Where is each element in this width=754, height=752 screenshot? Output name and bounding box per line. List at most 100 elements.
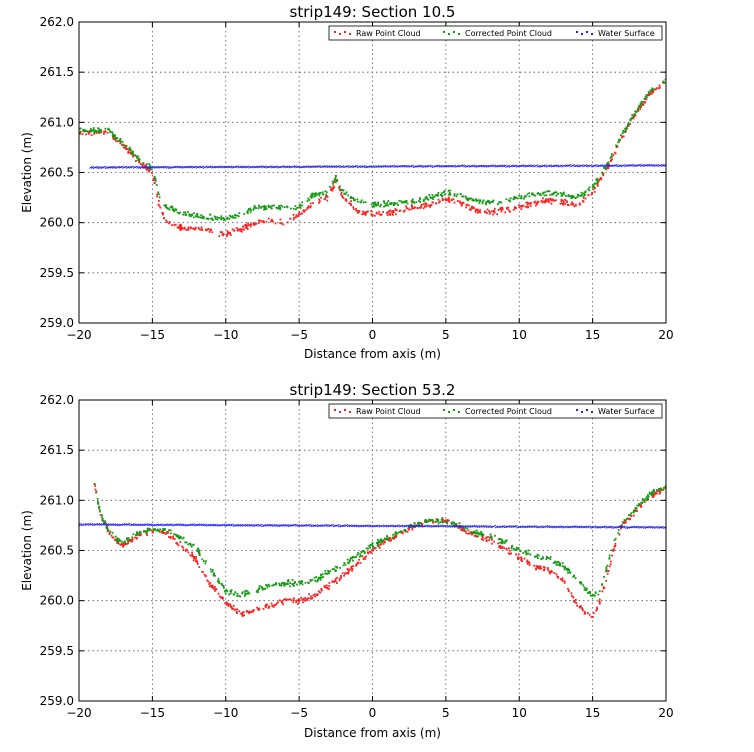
raw-point xyxy=(462,201,465,204)
water-surface-point xyxy=(225,523,229,527)
raw-point xyxy=(240,228,243,231)
raw-point xyxy=(620,527,622,530)
raw-point xyxy=(388,539,390,542)
water-surface-point xyxy=(482,525,486,528)
water-surface-point xyxy=(445,164,450,168)
raw-point xyxy=(613,151,616,154)
corrected-point xyxy=(325,193,328,196)
corrected-point xyxy=(108,128,111,131)
water-surface-point xyxy=(287,524,292,528)
water-surface-point xyxy=(263,165,268,169)
raw-point xyxy=(187,551,190,554)
raw-point xyxy=(138,161,141,164)
corrected-point xyxy=(477,532,480,535)
corrected-point xyxy=(504,540,507,543)
raw-point xyxy=(429,205,432,208)
corrected-point xyxy=(437,522,440,525)
corrected-point xyxy=(99,129,101,132)
corrected-point xyxy=(301,201,304,204)
water-surface-point xyxy=(172,165,177,169)
raw-point xyxy=(245,225,248,228)
raw-point xyxy=(517,556,520,559)
water-surface-point xyxy=(111,166,116,169)
raw-point xyxy=(121,144,124,146)
raw-point xyxy=(565,199,568,202)
corrected-point xyxy=(175,209,178,211)
water-surface-point xyxy=(444,524,449,528)
raw-point xyxy=(242,225,244,228)
corrected-point xyxy=(477,199,479,202)
raw-point xyxy=(271,220,274,223)
water-surface-point xyxy=(272,165,277,169)
corrected-point xyxy=(636,108,639,110)
corrected-point xyxy=(336,566,338,569)
water-surface-point xyxy=(550,525,554,529)
series-raw-point-cloud xyxy=(79,81,664,238)
corrected-point xyxy=(664,78,666,81)
water-surface-point xyxy=(405,524,410,528)
water-surface-point xyxy=(108,166,112,169)
raw-point xyxy=(243,228,245,231)
water-surface-point xyxy=(273,524,278,527)
water-surface-point xyxy=(361,165,366,168)
raw-point xyxy=(314,595,317,598)
corrected-point xyxy=(198,552,201,555)
water-surface-point xyxy=(270,165,275,169)
corrected-point xyxy=(266,586,269,589)
corrected-point xyxy=(356,200,359,203)
raw-point xyxy=(460,529,463,531)
corrected-point xyxy=(238,212,241,214)
corrected-point xyxy=(207,217,210,220)
raw-point xyxy=(231,228,234,231)
raw-point xyxy=(507,206,510,209)
raw-point xyxy=(548,201,551,204)
raw-point xyxy=(174,223,177,226)
raw-point xyxy=(347,570,350,573)
water-surface-point xyxy=(125,523,129,526)
raw-point xyxy=(380,214,382,216)
water-surface-point xyxy=(550,164,555,168)
corrected-point xyxy=(392,536,394,539)
raw-point xyxy=(391,212,394,215)
raw-point xyxy=(451,198,454,201)
corrected-point xyxy=(459,526,462,529)
water-surface-point xyxy=(426,524,431,528)
x-tick-label: −15 xyxy=(140,706,165,720)
raw-point xyxy=(560,200,563,202)
raw-point xyxy=(536,200,539,203)
raw-point xyxy=(261,221,264,223)
raw-point xyxy=(244,226,247,229)
water-surface-point xyxy=(162,165,166,169)
corrected-point xyxy=(436,520,439,523)
water-surface-point xyxy=(389,165,394,168)
corrected-point xyxy=(112,135,115,138)
corrected-point xyxy=(565,195,567,197)
raw-point xyxy=(306,206,309,209)
water-surface-point xyxy=(221,165,226,169)
water-surface-point xyxy=(321,165,326,168)
water-surface-point xyxy=(457,524,461,528)
corrected-point xyxy=(498,201,500,204)
corrected-point xyxy=(98,128,101,131)
raw-point xyxy=(224,602,227,605)
water-surface-point xyxy=(141,165,145,169)
raw-point xyxy=(296,599,299,602)
raw-point xyxy=(584,197,587,200)
raw-point xyxy=(533,564,536,567)
raw-point xyxy=(550,570,553,572)
water-surface-point xyxy=(116,523,121,527)
raw-point xyxy=(304,597,307,599)
corrected-point xyxy=(634,110,637,113)
corrected-point xyxy=(321,573,324,576)
water-surface-point xyxy=(655,163,660,167)
water-surface-point xyxy=(260,165,264,169)
water-surface-point xyxy=(98,523,103,526)
raw-point xyxy=(642,103,645,106)
raw-point xyxy=(379,543,382,546)
corrected-point xyxy=(200,214,203,217)
corrected-point xyxy=(190,214,193,217)
y-axis-label: Elevation (m) xyxy=(20,132,34,213)
corrected-point xyxy=(300,582,303,584)
corrected-point xyxy=(395,532,398,535)
water-surface-point xyxy=(396,524,401,528)
